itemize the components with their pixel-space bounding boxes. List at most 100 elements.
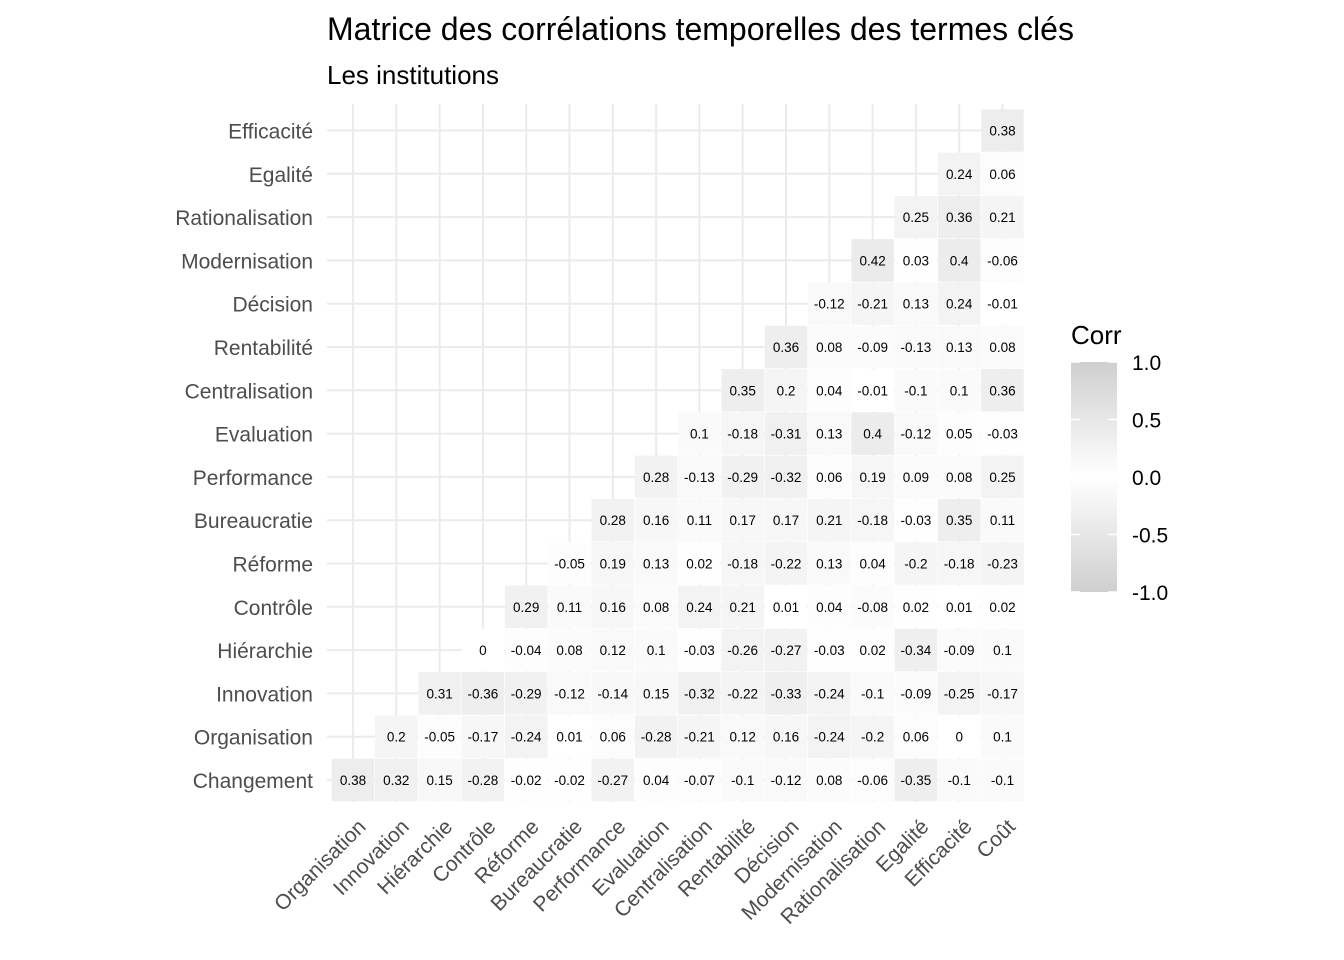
heatmap-cell bbox=[678, 542, 721, 585]
cell-value-label: -0.14 bbox=[597, 686, 628, 701]
cell-value-label: 0.19 bbox=[859, 470, 885, 485]
cell-value-label: 0.11 bbox=[990, 513, 1015, 528]
heatmap-cell bbox=[894, 455, 938, 499]
cell-value-label: -0.32 bbox=[684, 686, 715, 701]
heatmap-cell bbox=[764, 585, 808, 629]
cell-value-label: 0.32 bbox=[383, 773, 409, 788]
cell-value-label: -0.09 bbox=[901, 686, 932, 701]
cell-value-label: 0.4 bbox=[863, 427, 882, 442]
heatmap-cell bbox=[851, 542, 894, 585]
heatmap-cell bbox=[504, 715, 548, 758]
heatmap-cell bbox=[591, 585, 635, 629]
cell-value-label: 0.38 bbox=[340, 773, 366, 788]
heatmap-cell bbox=[808, 585, 851, 629]
heatmap-cell bbox=[981, 109, 1024, 152]
cell-value-label: -0.28 bbox=[641, 730, 672, 745]
cell-value-label: 0.21 bbox=[730, 600, 756, 615]
cell-value-label: -0.01 bbox=[857, 383, 888, 398]
cell-value-label: -0.18 bbox=[944, 557, 975, 572]
heatmap-cell bbox=[548, 542, 591, 585]
heatmap-cell bbox=[894, 369, 938, 412]
heatmap-cell bbox=[808, 715, 851, 758]
heatmap-cell bbox=[548, 758, 591, 802]
cell-value-label: 0.17 bbox=[730, 513, 756, 528]
x-tick-label: Coût bbox=[972, 815, 1020, 863]
heatmap-cell bbox=[634, 672, 678, 715]
heatmap-cell bbox=[721, 455, 764, 499]
y-tick-label: Organisation bbox=[194, 727, 313, 750]
cell-value-label: 0.1 bbox=[647, 643, 666, 658]
cell-value-label: -0.09 bbox=[857, 340, 888, 355]
heatmap-cell bbox=[634, 628, 678, 672]
cell-value-label: 0.31 bbox=[426, 686, 452, 701]
legend: Corr 1.0 0.5 0.0 -0.5 -1.0 bbox=[1071, 320, 1168, 605]
heatmap-cell bbox=[981, 282, 1024, 325]
heatmap-cell bbox=[678, 412, 721, 455]
heatmap-cell bbox=[937, 412, 981, 455]
heatmap-cell bbox=[981, 585, 1024, 629]
cell-value-label: 0.38 bbox=[989, 124, 1015, 139]
cell-value-label: 0.02 bbox=[989, 600, 1015, 615]
heatmap-cell bbox=[591, 498, 635, 542]
cell-value-label: 0.16 bbox=[643, 513, 669, 528]
y-tick-label: Rationalisation bbox=[175, 207, 313, 230]
cell-value-label: 0.08 bbox=[946, 470, 972, 485]
cell-value-label: -0.29 bbox=[511, 686, 542, 701]
heatmap-cell bbox=[851, 672, 894, 715]
cell-value-label: -0.24 bbox=[814, 686, 845, 701]
heatmap-cell bbox=[634, 542, 678, 585]
heatmap-cell bbox=[678, 498, 721, 542]
heatmap-cell bbox=[548, 628, 591, 672]
heatmap-cell bbox=[591, 715, 635, 758]
heatmap-cell bbox=[504, 585, 548, 629]
legend-tick-label: 1.0 bbox=[1132, 352, 1161, 375]
cell-value-label: -0.22 bbox=[771, 557, 802, 572]
cell-value-label: -0.13 bbox=[901, 340, 932, 355]
heatmap-cell bbox=[981, 325, 1024, 369]
cell-value-label: 0.29 bbox=[513, 600, 539, 615]
heatmap-cell bbox=[894, 195, 938, 239]
cell-value-label: 0.12 bbox=[730, 730, 756, 745]
heatmap-cell bbox=[548, 715, 591, 758]
heatmap-cell bbox=[418, 758, 461, 802]
cell-value-label: -0.28 bbox=[468, 773, 499, 788]
chart-title: Matrice des corrélations temporelles des… bbox=[327, 11, 1074, 47]
heatmap-cell bbox=[894, 628, 938, 672]
cell-value-label: -0.1 bbox=[904, 383, 927, 398]
heatmap-cell bbox=[937, 672, 981, 715]
heatmap-cell bbox=[678, 715, 721, 758]
cell-value-label: 0.4 bbox=[950, 253, 969, 268]
heatmap-cell bbox=[851, 412, 894, 455]
heatmap-cell bbox=[764, 498, 808, 542]
cell-value-label: 0.24 bbox=[686, 600, 713, 615]
heatmap-cell bbox=[981, 758, 1024, 802]
cell-value-label: -0.06 bbox=[857, 773, 888, 788]
cell-value-label: -0.18 bbox=[727, 427, 758, 442]
cell-value-label: -0.03 bbox=[987, 427, 1018, 442]
cell-value-label: -0.36 bbox=[468, 686, 499, 701]
heatmap-cell bbox=[981, 542, 1024, 585]
heatmap-cell bbox=[894, 542, 938, 585]
heatmap-cell bbox=[721, 672, 764, 715]
cell-value-label: 0.16 bbox=[773, 730, 799, 745]
heatmap-cell bbox=[721, 412, 764, 455]
heatmap-cell bbox=[461, 628, 505, 672]
heatmap-cell bbox=[851, 628, 894, 672]
heatmap-cell bbox=[678, 455, 721, 499]
cell-value-label: 0.36 bbox=[773, 340, 799, 355]
heatmap-cell bbox=[721, 542, 764, 585]
heatmap-cell bbox=[981, 672, 1024, 715]
heatmap-cell bbox=[937, 542, 981, 585]
heatmap-cell bbox=[634, 758, 678, 802]
cell-value-label: -0.12 bbox=[814, 297, 845, 312]
cell-value-label: 0.03 bbox=[903, 253, 929, 268]
heatmap-cell bbox=[418, 672, 461, 715]
legend-tick-label: 0.0 bbox=[1132, 467, 1161, 490]
chart-subtitle: Les institutions bbox=[327, 60, 499, 90]
cell-value-label: 0.06 bbox=[903, 730, 929, 745]
cell-value-label: -0.17 bbox=[468, 730, 499, 745]
heatmap-cell bbox=[764, 715, 808, 758]
cell-value-label: 0.02 bbox=[859, 643, 885, 658]
y-tick-label: Innovation bbox=[216, 683, 313, 706]
cell-value-label: -0.23 bbox=[987, 557, 1018, 572]
